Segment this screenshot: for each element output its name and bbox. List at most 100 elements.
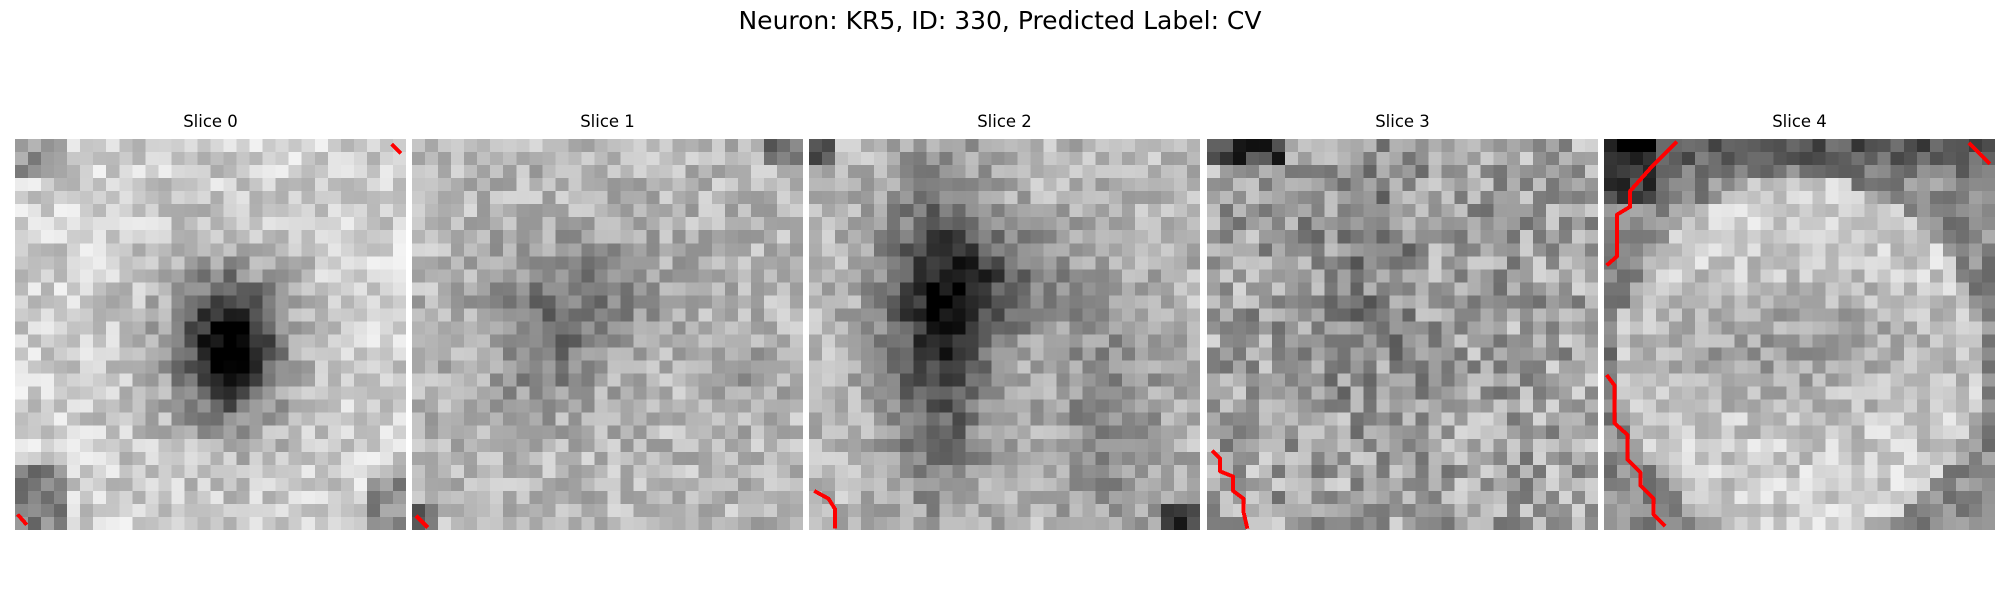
pixel bbox=[145, 464, 159, 479]
pixel bbox=[1337, 490, 1351, 505]
pixel bbox=[724, 295, 739, 309]
pixel bbox=[340, 360, 355, 374]
pixel bbox=[1043, 321, 1057, 335]
pixel bbox=[594, 503, 608, 518]
pixel bbox=[425, 451, 439, 466]
pixel bbox=[1311, 360, 1325, 374]
pixel bbox=[1916, 217, 1931, 231]
pixel bbox=[1376, 412, 1390, 426]
pixel bbox=[1428, 165, 1442, 179]
pixel bbox=[607, 321, 621, 335]
pixel bbox=[1454, 178, 1468, 192]
pixel bbox=[1890, 438, 1905, 453]
pixel bbox=[1493, 230, 1508, 244]
pixel bbox=[1043, 347, 1057, 361]
pixel bbox=[776, 451, 791, 466]
pixel bbox=[1246, 477, 1260, 492]
pixel bbox=[1337, 256, 1351, 270]
pixel bbox=[991, 399, 1005, 413]
pixel bbox=[965, 412, 979, 426]
pixel bbox=[607, 360, 621, 374]
pixel bbox=[1630, 282, 1644, 296]
pixel bbox=[1017, 282, 1031, 296]
pixel bbox=[1134, 373, 1149, 387]
pixel bbox=[1160, 152, 1175, 166]
pixel bbox=[542, 425, 556, 440]
pixel bbox=[451, 477, 465, 492]
pixel bbox=[197, 178, 211, 192]
pixel bbox=[724, 256, 739, 270]
pixel bbox=[978, 516, 992, 530]
pixel bbox=[236, 295, 250, 309]
pixel bbox=[1056, 178, 1070, 192]
pixel bbox=[477, 165, 491, 179]
pixel bbox=[1043, 243, 1057, 257]
pixel bbox=[607, 165, 621, 179]
pixel bbox=[490, 373, 504, 387]
pixel bbox=[1916, 204, 1931, 218]
pixel bbox=[379, 490, 394, 505]
pixel bbox=[171, 386, 185, 400]
pixel bbox=[835, 516, 849, 530]
pixel bbox=[1799, 373, 1813, 387]
pixel bbox=[1864, 269, 1878, 283]
pixel bbox=[1311, 230, 1325, 244]
pixel bbox=[529, 490, 543, 505]
pixel bbox=[223, 386, 237, 400]
pixel bbox=[698, 152, 713, 166]
pixel bbox=[1825, 334, 1839, 348]
pixel bbox=[1890, 269, 1905, 283]
pixel bbox=[991, 477, 1005, 492]
pixel bbox=[1298, 165, 1312, 179]
pixel bbox=[991, 386, 1005, 400]
pixel bbox=[516, 412, 530, 426]
pixel bbox=[978, 464, 992, 479]
pixel bbox=[1903, 243, 1918, 257]
pixel bbox=[926, 438, 940, 453]
pixel bbox=[464, 204, 478, 218]
pixel bbox=[1786, 399, 1800, 413]
pixel bbox=[1389, 347, 1403, 361]
pixel bbox=[223, 490, 237, 505]
pixel bbox=[1454, 386, 1468, 400]
pixel bbox=[750, 503, 765, 518]
pixel bbox=[490, 191, 504, 205]
pixel bbox=[568, 347, 582, 361]
pixel bbox=[1747, 295, 1761, 309]
pixel bbox=[477, 308, 491, 322]
pixel bbox=[1017, 399, 1031, 413]
pixel bbox=[1506, 347, 1521, 361]
pixel bbox=[93, 152, 107, 166]
pixel bbox=[171, 178, 185, 192]
pixel bbox=[314, 399, 329, 413]
pixel bbox=[685, 490, 699, 505]
pixel bbox=[1669, 191, 1683, 205]
pixel bbox=[1233, 152, 1247, 166]
pixel bbox=[1298, 204, 1312, 218]
pixel bbox=[1493, 321, 1508, 335]
pixel bbox=[1069, 438, 1083, 453]
pixel bbox=[171, 464, 185, 479]
pixel bbox=[1259, 386, 1273, 400]
pixel bbox=[568, 217, 582, 231]
pixel bbox=[848, 360, 862, 374]
pixel bbox=[1695, 217, 1709, 231]
pixel bbox=[1812, 217, 1826, 231]
pixel bbox=[1428, 451, 1442, 466]
pixel bbox=[1220, 399, 1234, 413]
pixel bbox=[412, 152, 426, 166]
pixel bbox=[607, 503, 621, 518]
pixel bbox=[874, 373, 888, 387]
pixel bbox=[1480, 191, 1494, 205]
pixel bbox=[171, 412, 185, 426]
pixel bbox=[516, 438, 530, 453]
pixel bbox=[1812, 282, 1826, 296]
pixel bbox=[15, 230, 29, 244]
pixel bbox=[80, 165, 94, 179]
pixel bbox=[1493, 282, 1508, 296]
pixel bbox=[1350, 321, 1364, 335]
pixel bbox=[210, 282, 224, 296]
pixel bbox=[1825, 464, 1839, 479]
pixel bbox=[1799, 217, 1813, 231]
pixel bbox=[555, 477, 569, 492]
